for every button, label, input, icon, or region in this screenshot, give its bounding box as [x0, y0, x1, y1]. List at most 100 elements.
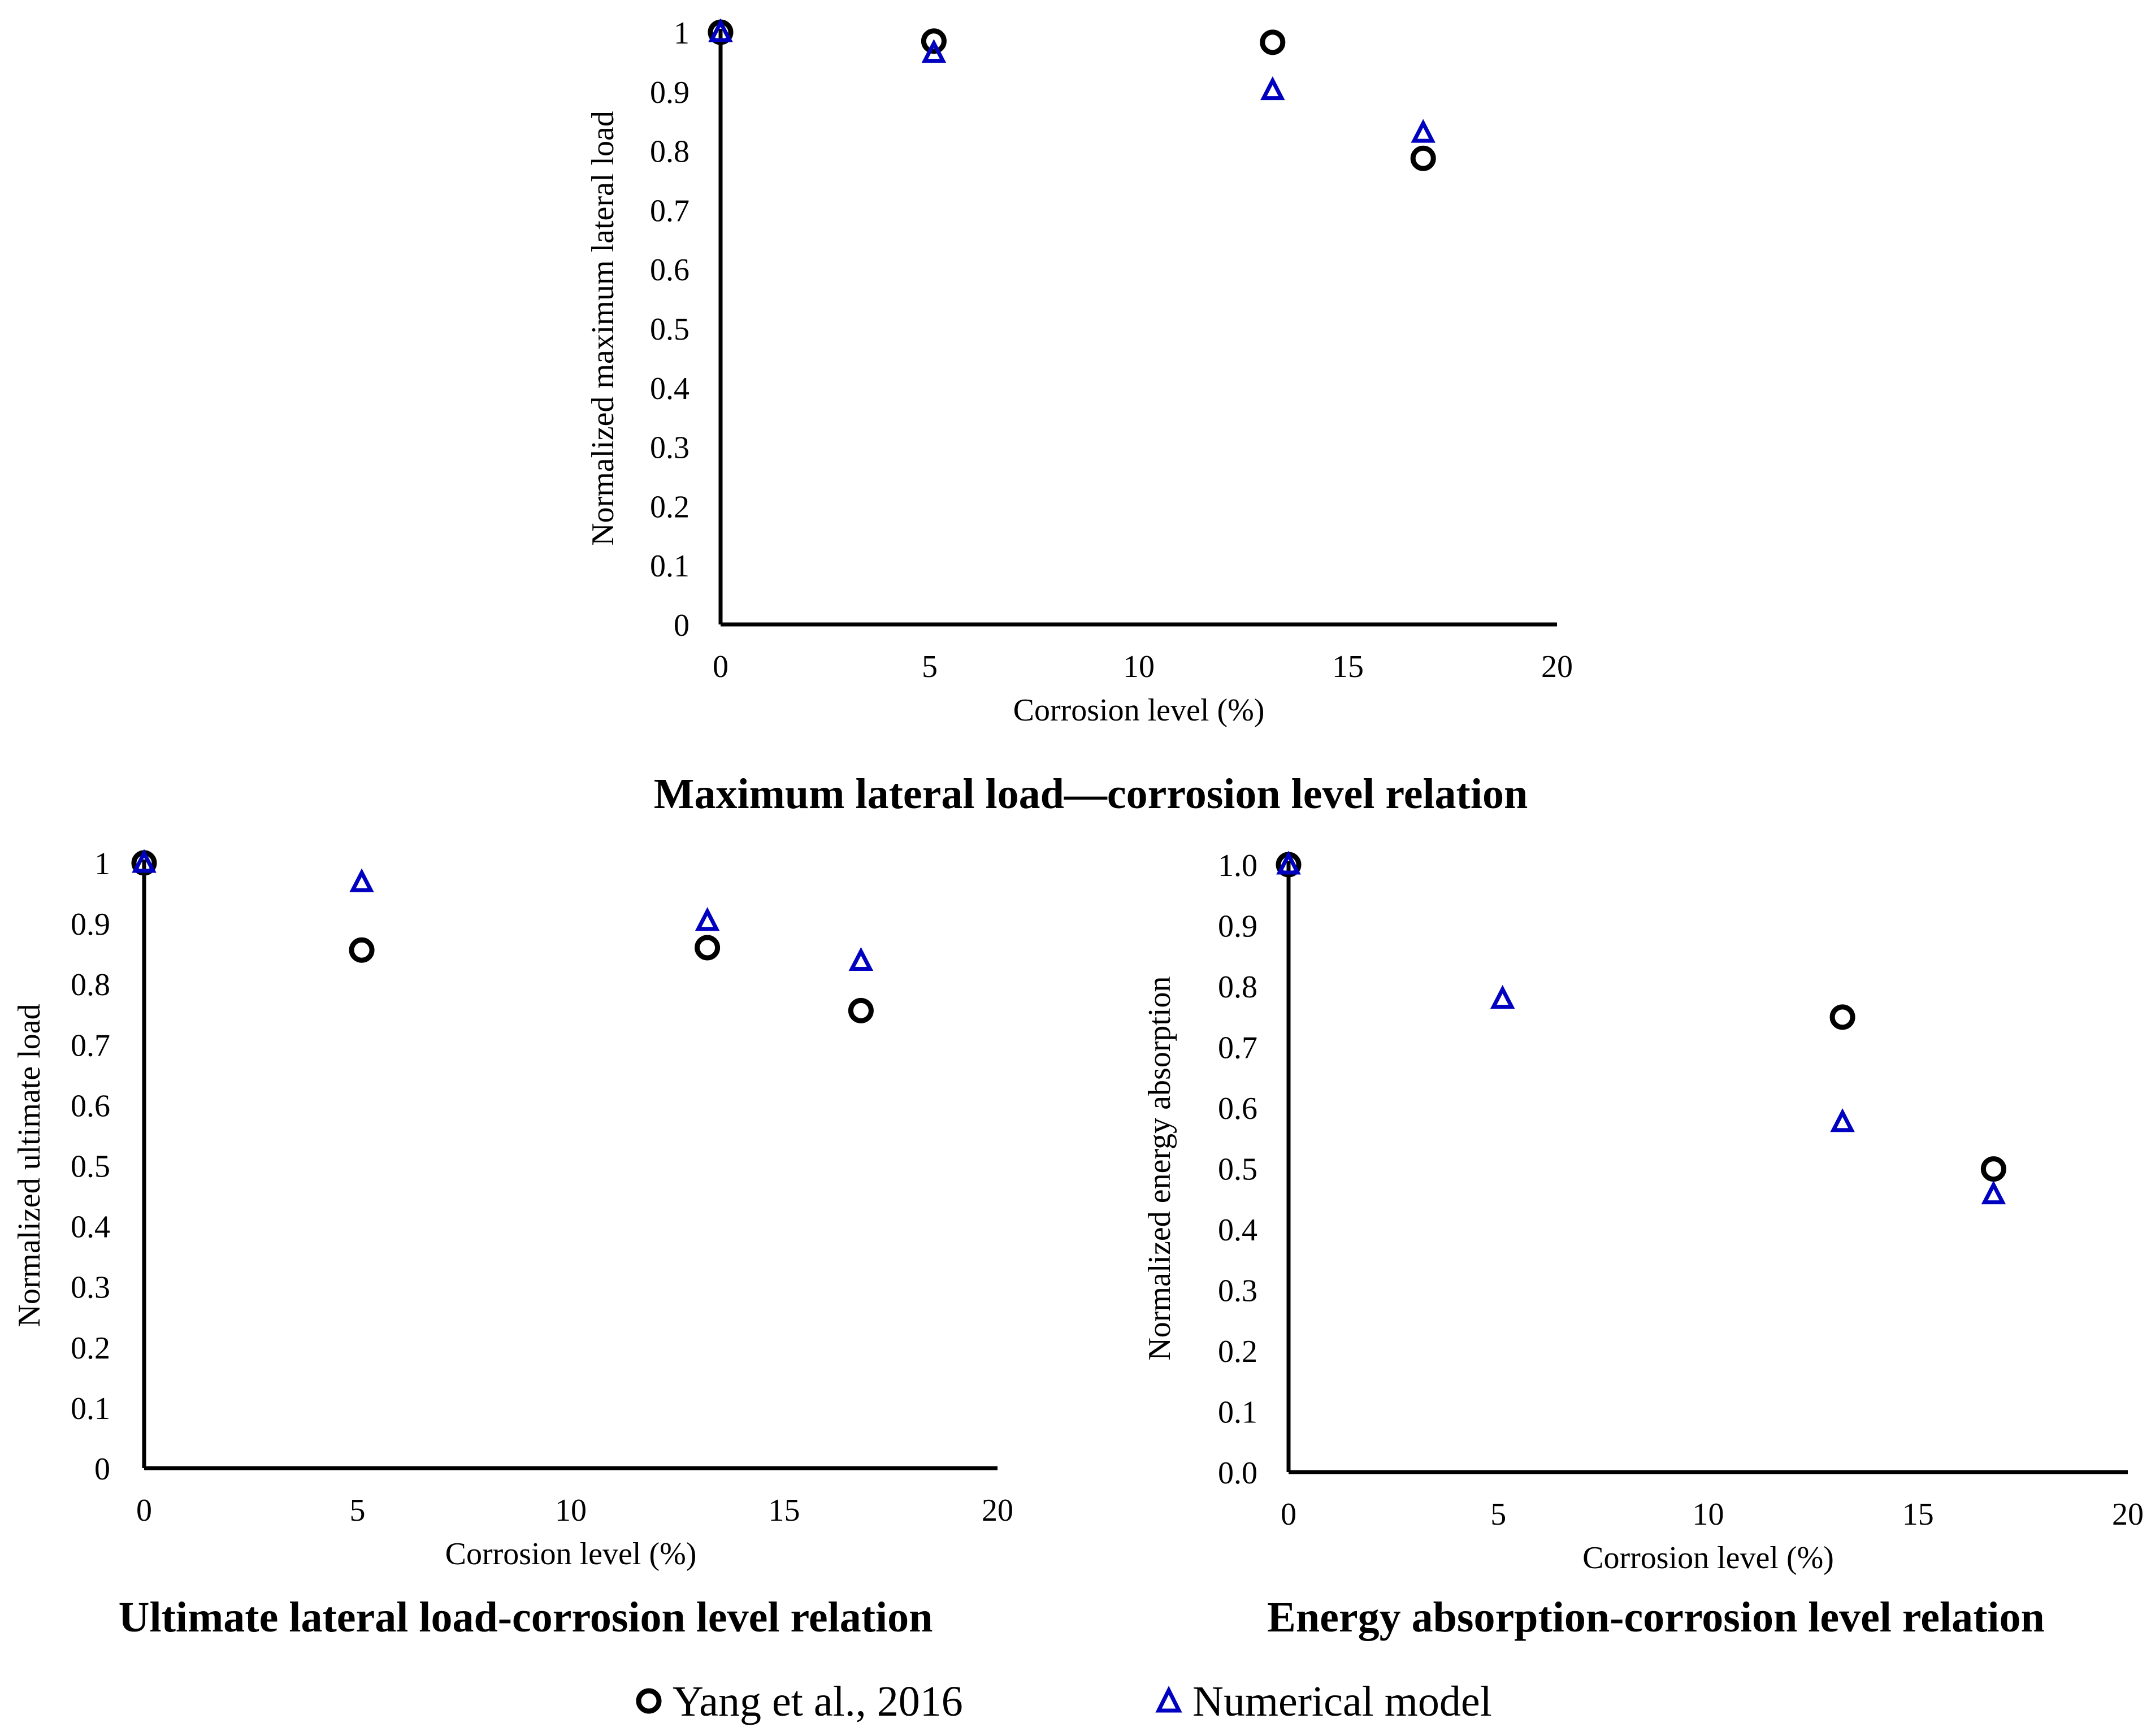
chart-ultimate-lateral-load-y-ticks: 0 0.1 0.2 0.3 0.4 0.5 0.6 0.7 0.8 0.9 1 — [71, 847, 110, 1487]
data-point-yang — [1410, 145, 1436, 171]
data-point-numerical — [708, 18, 733, 42]
chart-energy-absorption-x-label: Corrosion level (%) — [1582, 1540, 1834, 1576]
data-point-numerical — [848, 947, 874, 971]
chart-max-lateral-load-y-ticks: 0 0.1 0.2 0.3 0.4 0.5 0.6 0.7 0.8 0.9 1 — [650, 16, 689, 643]
y-tick-label: 0.3 — [650, 431, 689, 466]
chart-max-lateral-load-y-label: Normalized maximum lateral load — [586, 111, 621, 546]
chart-ultimate-lateral-load-caption: Ultimate lateral load-corrosion level re… — [119, 1594, 933, 1641]
data-point-yang — [921, 28, 947, 54]
chart-max-lateral-load-points — [708, 18, 1436, 171]
y-tick-label: 0.3 — [71, 1270, 110, 1305]
data-point-numerical — [349, 868, 374, 892]
data-point-numerical — [1276, 850, 1301, 875]
y-tick-label: 0.4 — [71, 1210, 110, 1245]
y-tick-label: 0.2 — [71, 1331, 110, 1366]
y-tick-label: 0.2 — [1218, 1334, 1257, 1369]
y-tick-label: 0.7 — [71, 1028, 110, 1063]
x-tick-label: 15 — [769, 1493, 800, 1528]
x-tick-label: 10 — [1693, 1497, 1724, 1532]
y-tick-label: 0.0 — [1218, 1456, 1257, 1491]
y-tick-label: 0.6 — [71, 1088, 110, 1123]
data-point-numerical — [1981, 1181, 2006, 1205]
data-point-numerical — [1490, 984, 1515, 1009]
chart-ultimate-lateral-load-x-ticks: 0 5 10 15 20 — [136, 1493, 1013, 1528]
y-tick-label: 1 — [674, 16, 689, 51]
legend-item-yang: Yang et al., 2016 — [636, 1678, 963, 1725]
x-tick-label: 5 — [350, 1493, 366, 1528]
triangle-marker-icon — [1155, 1686, 1182, 1713]
y-tick-label: 1 — [94, 847, 110, 882]
chart-energy-absorption-points — [1276, 850, 2006, 1205]
x-tick-label: 0 — [1281, 1497, 1296, 1532]
y-tick-label: 0.8 — [1218, 970, 1257, 1005]
y-tick-label: 0 — [94, 1452, 110, 1487]
y-tick-label: 0.9 — [650, 75, 689, 110]
y-tick-label: 0.8 — [650, 134, 689, 170]
y-tick-label: 0.9 — [71, 907, 110, 942]
data-point-yang — [1829, 1004, 1855, 1030]
y-tick-label: 0.5 — [1218, 1152, 1257, 1187]
y-tick-label: 0.5 — [71, 1149, 110, 1184]
y-tick-label: 0.2 — [650, 489, 689, 524]
data-point-numerical — [695, 907, 720, 931]
y-tick-label: 1.0 — [1218, 848, 1257, 883]
chart-max-lateral-load: 0 0.1 0.2 0.3 0.4 0.5 0.6 0.7 0.8 0.9 1 0 5 10 15 20 C… — [586, 16, 1573, 818]
y-tick-label: 0.5 — [650, 312, 689, 347]
x-tick-label: 5 — [922, 649, 938, 684]
chart-energy-absorption-x-ticks: 0 5 10 15 20 — [1281, 1497, 2144, 1532]
x-tick-label: 0 — [136, 1493, 152, 1528]
data-point-numerical — [1260, 76, 1285, 101]
chart-ultimate-lateral-load-x-label: Corrosion level (%) — [445, 1537, 697, 1572]
chart-energy-absorption-y-label: Normalized energy absorption — [1142, 976, 1177, 1360]
y-tick-label: 0.8 — [71, 967, 110, 1002]
y-tick-label: 0 — [674, 608, 689, 643]
data-point-numerical — [1411, 119, 1436, 143]
chart-max-lateral-load-axes — [718, 29, 1557, 627]
chart-energy-absorption: 0.0 0.1 0.2 0.3 0.4 0.5 0.6 0.7 0.8 0.9 1.0 0 5 10 15… — [1142, 848, 2144, 1641]
y-tick-label: 0.6 — [1218, 1091, 1257, 1126]
y-tick-label: 0.6 — [650, 253, 689, 288]
x-tick-label: 20 — [2112, 1497, 2144, 1532]
chart-energy-absorption-caption: Energy absorption-corrosion level relati… — [1267, 1594, 2045, 1641]
x-tick-label: 5 — [1490, 1497, 1506, 1532]
y-tick-label: 0.4 — [1218, 1213, 1257, 1248]
data-point-yang — [1980, 1156, 2006, 1182]
data-point-numerical — [1830, 1108, 1855, 1132]
y-tick-label: 0.7 — [1218, 1031, 1257, 1066]
y-tick-label: 0.4 — [650, 371, 689, 406]
legend: Yang et al., 2016 Numerical model — [636, 1678, 1492, 1725]
data-point-yang — [695, 935, 721, 961]
chart-energy-absorption-y-ticks: 0.0 0.1 0.2 0.3 0.4 0.5 0.6 0.7 0.8 0.9 1.0 — [1218, 848, 1257, 1491]
chart-max-lateral-load-caption: Maximum lateral load—corrosion level rel… — [654, 770, 1528, 818]
y-tick-label: 0.1 — [1218, 1395, 1257, 1430]
legend-label-yang: Yang et al., 2016 — [673, 1678, 963, 1725]
y-tick-label: 0.7 — [650, 193, 689, 228]
x-tick-label: 10 — [555, 1493, 587, 1528]
data-point-yang — [1260, 29, 1286, 55]
x-tick-label: 20 — [1541, 649, 1573, 684]
chart-energy-absorption-axes — [1286, 861, 2128, 1474]
data-point-numerical — [921, 38, 947, 63]
y-tick-label: 0.1 — [650, 549, 689, 584]
y-tick-label: 0.1 — [71, 1391, 110, 1426]
y-tick-label: 0.9 — [1218, 909, 1257, 944]
chart-ultimate-lateral-load-y-label: Normalized ultimate load — [12, 1004, 47, 1327]
chart-max-lateral-load-x-ticks: 0 5 10 15 20 — [713, 649, 1573, 684]
chart-ultimate-lateral-load-points — [131, 849, 874, 1023]
x-tick-label: 15 — [1902, 1497, 1934, 1532]
x-tick-label: 20 — [982, 1493, 1013, 1528]
x-tick-label: 0 — [713, 649, 728, 684]
legend-item-numerical: Numerical model — [1155, 1678, 1492, 1725]
chart-max-lateral-load-x-label: Corrosion level (%) — [1013, 693, 1265, 728]
data-point-numerical — [132, 849, 157, 873]
chart-ultimate-lateral-load: 0 0.1 0.2 0.3 0.4 0.5 0.6 0.7 0.8 0.9 1 0 5 10 15 20 C… — [12, 847, 1013, 1641]
legend-label-numerical: Numerical model — [1192, 1678, 1492, 1725]
data-point-yang — [349, 937, 375, 963]
data-point-yang — [848, 997, 874, 1023]
x-tick-label: 15 — [1332, 649, 1364, 684]
circle-marker-icon — [636, 1688, 662, 1714]
chart-ultimate-lateral-load-axes — [142, 860, 998, 1470]
y-tick-label: 0.3 — [1218, 1274, 1257, 1309]
x-tick-label: 10 — [1123, 649, 1155, 684]
